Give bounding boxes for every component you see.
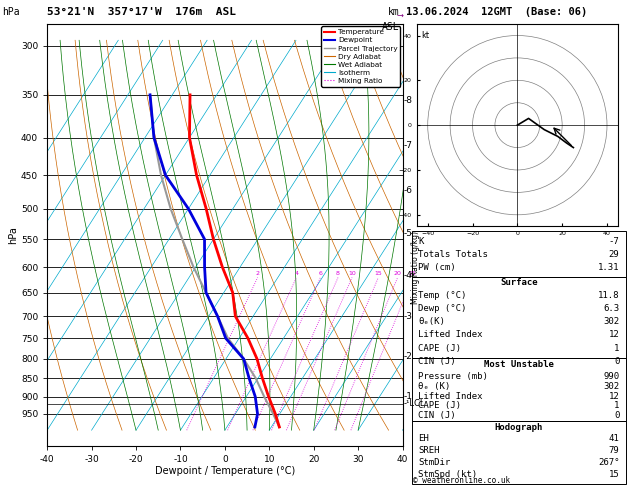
Bar — [412, 231, 626, 277]
Text: Mixing Ratio (g/kg): Mixing Ratio (g/kg) — [411, 231, 420, 304]
Text: 15: 15 — [374, 271, 382, 276]
Text: Lifted Index: Lifted Index — [418, 392, 483, 400]
Text: Most Unstable: Most Unstable — [484, 360, 554, 369]
Legend: Temperature, Dewpoint, Parcel Trajectory, Dry Adiabat, Wet Adiabat, Isotherm, Mi: Temperature, Dewpoint, Parcel Trajectory… — [321, 26, 401, 87]
Text: -¹LCL: -¹LCL — [404, 399, 425, 408]
Text: 990: 990 — [603, 372, 620, 382]
Bar — [412, 358, 626, 421]
Text: 41: 41 — [609, 434, 620, 443]
Text: CIN (J): CIN (J) — [418, 411, 456, 420]
Text: 12: 12 — [609, 330, 620, 339]
Text: 1: 1 — [614, 344, 620, 352]
Text: 79: 79 — [609, 446, 620, 455]
Text: Hodograph: Hodograph — [495, 423, 543, 432]
Text: hPa: hPa — [2, 7, 19, 17]
Text: 4: 4 — [294, 271, 298, 276]
Text: 10: 10 — [348, 271, 356, 276]
Text: CAPE (J): CAPE (J) — [418, 344, 462, 352]
Text: -7: -7 — [609, 237, 620, 246]
X-axis label: Dewpoint / Temperature (°C): Dewpoint / Temperature (°C) — [155, 466, 295, 476]
Text: Totals Totals: Totals Totals — [418, 250, 488, 259]
Text: -4: -4 — [404, 272, 413, 280]
Text: -3: -3 — [404, 312, 413, 321]
Text: Lifted Index: Lifted Index — [418, 330, 483, 339]
Text: Surface: Surface — [500, 278, 538, 287]
Text: 25: 25 — [409, 271, 417, 276]
Text: 6.3: 6.3 — [603, 304, 620, 313]
Text: K: K — [418, 237, 424, 246]
Y-axis label: hPa: hPa — [8, 226, 18, 244]
Text: PW (cm): PW (cm) — [418, 263, 456, 272]
Text: -5: -5 — [404, 229, 413, 238]
Bar — [412, 277, 626, 358]
Text: 0: 0 — [614, 411, 620, 420]
Text: 0: 0 — [614, 357, 620, 365]
Text: kt: kt — [421, 31, 429, 40]
Text: 1: 1 — [614, 401, 620, 410]
Text: 15: 15 — [609, 470, 620, 479]
Text: Dewp (°C): Dewp (°C) — [418, 304, 467, 313]
Text: θₑ(K): θₑ(K) — [418, 317, 445, 326]
Text: 29: 29 — [609, 250, 620, 259]
Text: SREH: SREH — [418, 446, 440, 455]
Text: CIN (J): CIN (J) — [418, 357, 456, 365]
Text: θₑ (K): θₑ (K) — [418, 382, 450, 391]
Text: 267°: 267° — [598, 458, 620, 468]
Text: -2: -2 — [404, 352, 413, 362]
Text: 20: 20 — [394, 271, 401, 276]
Text: CAPE (J): CAPE (J) — [418, 401, 462, 410]
Text: -8: -8 — [404, 96, 413, 105]
Text: 302: 302 — [603, 317, 620, 326]
Text: 13.06.2024  12GMT  (Base: 06): 13.06.2024 12GMT (Base: 06) — [406, 7, 587, 17]
Text: -7: -7 — [404, 141, 413, 150]
Text: © weatheronline.co.uk: © weatheronline.co.uk — [413, 475, 510, 485]
Text: 53°21'N  357°17'W  176m  ASL: 53°21'N 357°17'W 176m ASL — [47, 7, 236, 17]
Text: 1.31: 1.31 — [598, 263, 620, 272]
Text: -6: -6 — [404, 186, 413, 195]
Text: StmDir: StmDir — [418, 458, 450, 468]
Text: EH: EH — [418, 434, 429, 443]
Text: Pressure (mb): Pressure (mb) — [418, 372, 488, 382]
Text: 11.8: 11.8 — [598, 291, 620, 300]
Text: 8: 8 — [336, 271, 340, 276]
Text: 2: 2 — [255, 271, 260, 276]
Text: km: km — [387, 7, 399, 17]
Text: StmSpd (kt): StmSpd (kt) — [418, 470, 477, 479]
Text: -1: -1 — [404, 392, 413, 400]
Text: ASL: ASL — [382, 22, 399, 32]
Text: 12: 12 — [609, 392, 620, 400]
Text: 6: 6 — [318, 271, 322, 276]
Text: Temp (°C): Temp (°C) — [418, 291, 467, 300]
Bar — [412, 421, 626, 484]
Text: 302: 302 — [603, 382, 620, 391]
